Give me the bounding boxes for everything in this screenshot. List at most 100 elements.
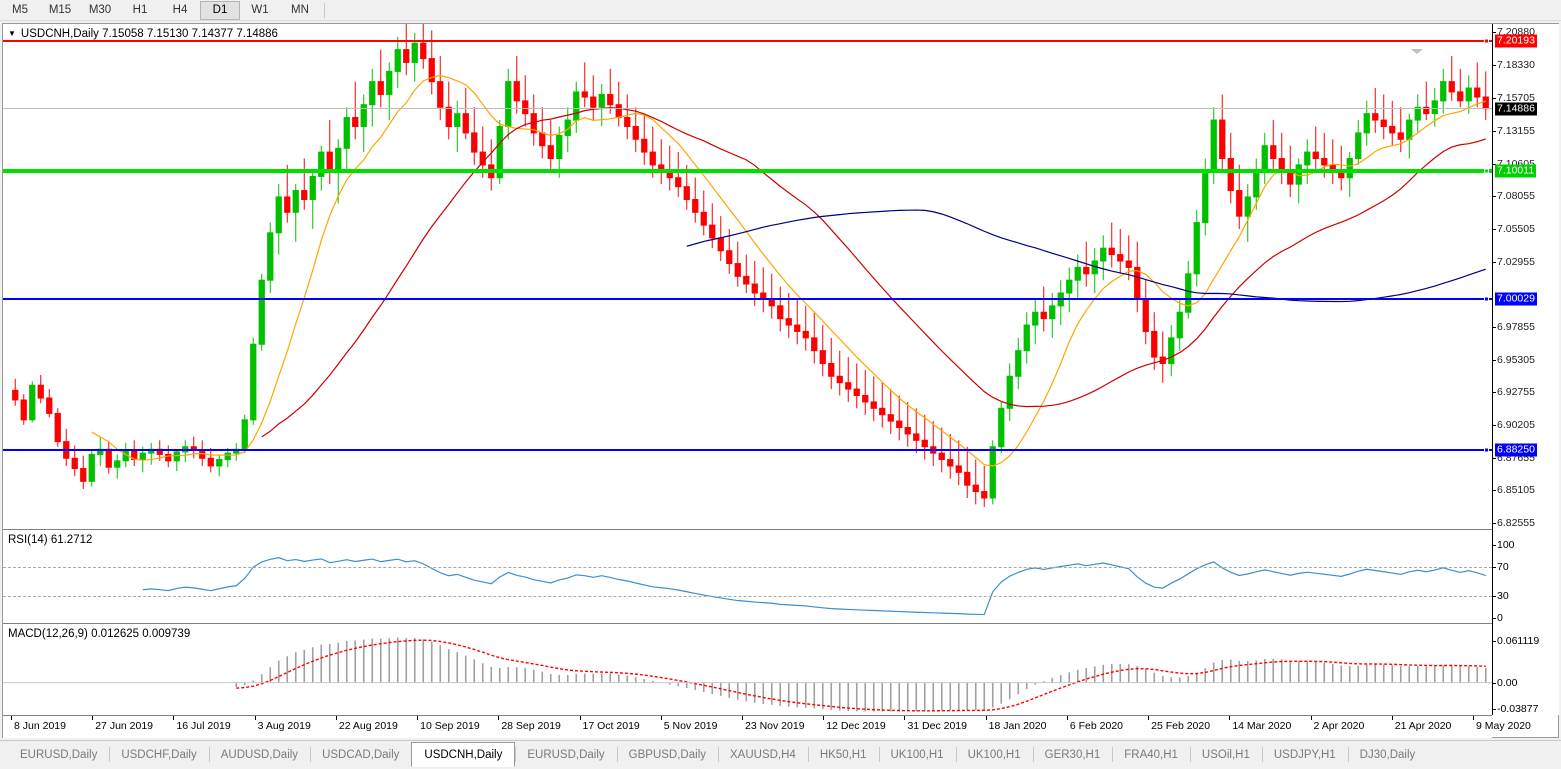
rsi-indicator-pane[interactable]: RSI(14) 61.2712 <box>3 531 1492 624</box>
chart-header-text: USDCNH,Daily 7.15058 7.15130 7.14377 7.1… <box>20 28 278 40</box>
rsi-axis-tick: 0 <box>1493 612 1503 624</box>
macd-axis-tick: 0.061119 <box>1492 635 1540 647</box>
toolbar-separator <box>324 2 325 18</box>
date-tick-label: 10 Sep 2019 <box>420 720 480 732</box>
date-tick-mark <box>254 716 256 720</box>
price-level-line-last-price[interactable] <box>3 107 1492 109</box>
timeframe-button-w1[interactable]: W1 <box>251 4 269 16</box>
chart-tab-usdcad-daily[interactable]: USDCAD,Daily <box>310 744 411 766</box>
price-label-resistance: 7.20193 <box>1495 34 1537 48</box>
date-tick-mark <box>1310 716 1312 720</box>
price-tick: 7.02955 <box>1493 255 1535 268</box>
timeframe-button-d1[interactable]: D1 <box>200 0 240 20</box>
chart-tab-gbpusd-daily[interactable]: GBPUSD,Daily <box>616 744 718 766</box>
price-level-line-support[interactable] <box>3 298 1492 301</box>
date-tick-mark <box>1391 716 1393 720</box>
chart-tab-uk100-h1[interactable]: UK100,H1 <box>955 744 1033 766</box>
timeframe-button-m30[interactable]: M30 <box>88 4 112 16</box>
chart-tab-usdjpy-h1[interactable]: USDJPY,H1 <box>1261 744 1348 766</box>
chart-tab-usoil-h1[interactable]: USOil,H1 <box>1189 744 1262 766</box>
date-axis[interactable]: 8 Jun 2019 27 Jun 2019 16 Jul 2019 3 Aug 20… <box>3 715 1531 738</box>
date-tick-label: 18 Jan 2020 <box>988 720 1047 732</box>
price-tick: 6.97855 <box>1493 320 1535 333</box>
price-axis[interactable]: 7.20880 7.18330 7.15705 7.13155 7.10605 7.080… <box>1492 24 1559 715</box>
price-tick: 6.92755 <box>1493 386 1535 399</box>
date-tick-mark <box>11 716 12 720</box>
chart-tab-xauusd-h4[interactable]: XAUUSD,H4 <box>718 744 808 766</box>
chart-tab-usdchf-daily[interactable]: USDCHF,Daily <box>109 744 208 766</box>
price-level-anchor[interactable] <box>1484 168 1489 174</box>
date-tick-mark <box>1229 716 1231 720</box>
rsi-axis-ticks: 100 70 30 0 <box>1493 531 1560 624</box>
price-chart-pane[interactable]: ▼ USDCNH,Daily 7.15058 7.15130 7.14377 7… <box>3 24 1492 530</box>
date-tick-mark <box>660 716 662 720</box>
timeframe-button-m5[interactable]: M5 <box>12 4 28 16</box>
date-tick-mark <box>335 716 337 720</box>
macd-indicator-pane[interactable]: MACD(12,26,9) 0.012625 0.009739 <box>3 625 1492 715</box>
date-tick-label: 27 Jun 2019 <box>95 720 154 732</box>
price-level-anchor[interactable] <box>1484 447 1489 453</box>
date-tick-label: 17 Oct 2019 <box>582 720 640 732</box>
date-tick-label: 5 Nov 2019 <box>663 720 718 732</box>
chart-tab-fra40-h1[interactable]: FRA40,H1 <box>1112 744 1190 766</box>
date-tick-label: 28 Sep 2019 <box>501 720 561 732</box>
chart-tab-usdcnh-daily[interactable]: USDCNH,Daily <box>411 742 516 767</box>
date-tick-label: 3 Aug 2019 <box>257 720 311 732</box>
date-tick-mark <box>417 716 419 720</box>
chart-tab-ger30-h1[interactable]: GER30,H1 <box>1032 744 1113 766</box>
date-tick-label: 23 Nov 2019 <box>745 720 805 732</box>
date-tick-mark <box>904 716 906 720</box>
chart-tab-eurusd-daily[interactable]: EURUSD,Daily <box>515 744 616 766</box>
date-tick-label: 31 Dec 2019 <box>907 720 967 732</box>
rsi-label: RSI(14) 61.2712 <box>8 534 93 546</box>
chart-tab-uk100-h1[interactable]: UK100,H1 <box>878 744 956 766</box>
price-candles-svg <box>12 24 1489 507</box>
timeframe-button-m15[interactable]: M15 <box>48 4 72 16</box>
rsi-axis-tick: 100 <box>1493 539 1515 551</box>
macd-label: MACD(12,26,9) 0.012625 0.009739 <box>8 628 191 640</box>
macd-histogram-svg <box>3 637 1492 712</box>
chart-tab-eurusd-daily[interactable]: EURUSD,Daily <box>20 749 98 761</box>
price-level-line-resistance[interactable] <box>3 39 1492 42</box>
price-axis-ticks: 7.20880 7.18330 7.15705 7.13155 7.10605 7.080… <box>1493 24 1560 530</box>
date-tick-mark <box>92 716 94 720</box>
chart-tab-dj30-daily[interactable]: DJ30,Daily <box>1347 744 1428 766</box>
rsi-axis-tick: 30 <box>1493 590 1509 603</box>
date-tick-mark <box>579 716 581 720</box>
rsi-level-line <box>3 596 1492 598</box>
price-level-line-support[interactable] <box>3 448 1492 451</box>
price-label-support: 7.00029 <box>1495 292 1537 306</box>
date-tick-mark <box>173 716 175 720</box>
chart-tab-hk50-h1[interactable]: HK50,H1 <box>807 744 879 766</box>
price-tick: 7.18330 <box>1493 58 1535 71</box>
macd-axis-ticks: 0.061119 0.00 -0.03877 <box>1492 625 1560 715</box>
date-tick-mark <box>1473 716 1474 720</box>
price-label-support: 6.88250 <box>1495 443 1537 457</box>
timeframe-button-h4[interactable]: H4 <box>172 4 188 16</box>
price-level-anchor[interactable] <box>1484 296 1489 302</box>
rsi-line-svg <box>142 557 1486 616</box>
price-level-anchor[interactable] <box>1484 38 1489 44</box>
price-level-line-support[interactable] <box>3 169 1492 174</box>
date-tick-mark <box>1148 716 1150 720</box>
date-tick-mark <box>823 716 825 720</box>
date-tick-mark <box>742 716 743 720</box>
price-tick: 6.82555 <box>1493 516 1535 529</box>
date-tick-label: 6 Feb 2020 <box>1069 720 1124 732</box>
rsi-axis-tick: 70 <box>1493 560 1509 573</box>
date-tick-mark <box>985 716 987 720</box>
timeframe-button-h1[interactable]: H1 <box>132 4 148 16</box>
timeframe-button-mn[interactable]: MN <box>291 4 309 16</box>
date-tick-label: 16 Jul 2019 <box>176 720 231 732</box>
chart-tab-bar: EURUSD,Daily USDCHF,Daily AUDUSD,Daily USDC… <box>0 740 1561 769</box>
date-tick-label: 2 Apr 2020 <box>1313 720 1365 732</box>
rsi-level-line <box>3 566 1492 568</box>
date-tick-label: 14 Mar 2020 <box>1232 720 1292 732</box>
chart-symbol-header: ▼ USDCNH,Daily 7.15058 7.15130 7.14377 7… <box>8 28 278 40</box>
date-tick-label: 21 Apr 2020 <box>1394 720 1452 732</box>
timeframe-toolbar: M5 M15 M30 H1 H4 D1 W1 MN <box>0 0 1561 21</box>
scroll-indicator-icon[interactable] <box>1411 49 1423 54</box>
chart-tab-audusd-daily[interactable]: AUDUSD,Daily <box>208 744 310 766</box>
chart-caret-icon[interactable]: ▼ <box>8 29 16 38</box>
